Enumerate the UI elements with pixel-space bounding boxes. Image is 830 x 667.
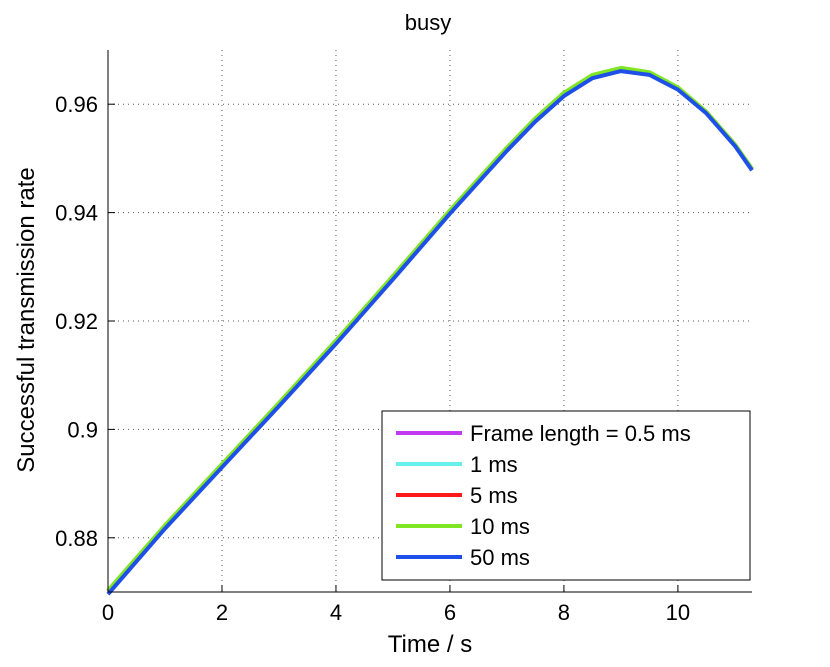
legend-label-3: 10 ms xyxy=(470,514,530,539)
series-layer xyxy=(106,65,754,596)
legend-label-2: 5 ms xyxy=(470,483,518,508)
x-axis-label: Time / s xyxy=(388,631,472,658)
x-tick-label: 4 xyxy=(330,600,342,625)
grid-layer xyxy=(108,50,752,592)
legend-label-0: Frame length = 0.5 ms xyxy=(470,421,691,446)
y-tick-label: 0.92 xyxy=(55,309,98,334)
x-tick-label: 8 xyxy=(558,600,570,625)
chart-title: busy xyxy=(405,10,451,35)
legend-label-1: 1 ms xyxy=(470,452,518,477)
y-tick-label: 0.96 xyxy=(55,92,98,117)
ticks-layer: 0 2 4 6 8 10 0.88 0.9 0.92 0.94 0.96 xyxy=(55,92,690,625)
y-tick-label: 0.88 xyxy=(55,526,98,551)
legend-label-4: 50 ms xyxy=(470,545,530,570)
x-tick-label: 2 xyxy=(216,600,228,625)
legend-items: Frame length = 0.5 ms 1 ms 5 ms 10 ms 50 ms xyxy=(396,421,691,570)
y-tick-label: 0.9 xyxy=(67,417,98,442)
y-tick-label: 0.94 xyxy=(55,201,98,226)
x-tick-label: 0 xyxy=(102,600,114,625)
x-tick-label: 10 xyxy=(666,600,690,625)
legend: Frame length = 0.5 ms 1 ms 5 ms 10 ms 50 ms xyxy=(381,410,751,581)
y-axis-label: Successful transmission rate xyxy=(13,167,40,472)
x-tick-label: 6 xyxy=(444,600,456,625)
series-line-4 xyxy=(106,69,754,596)
